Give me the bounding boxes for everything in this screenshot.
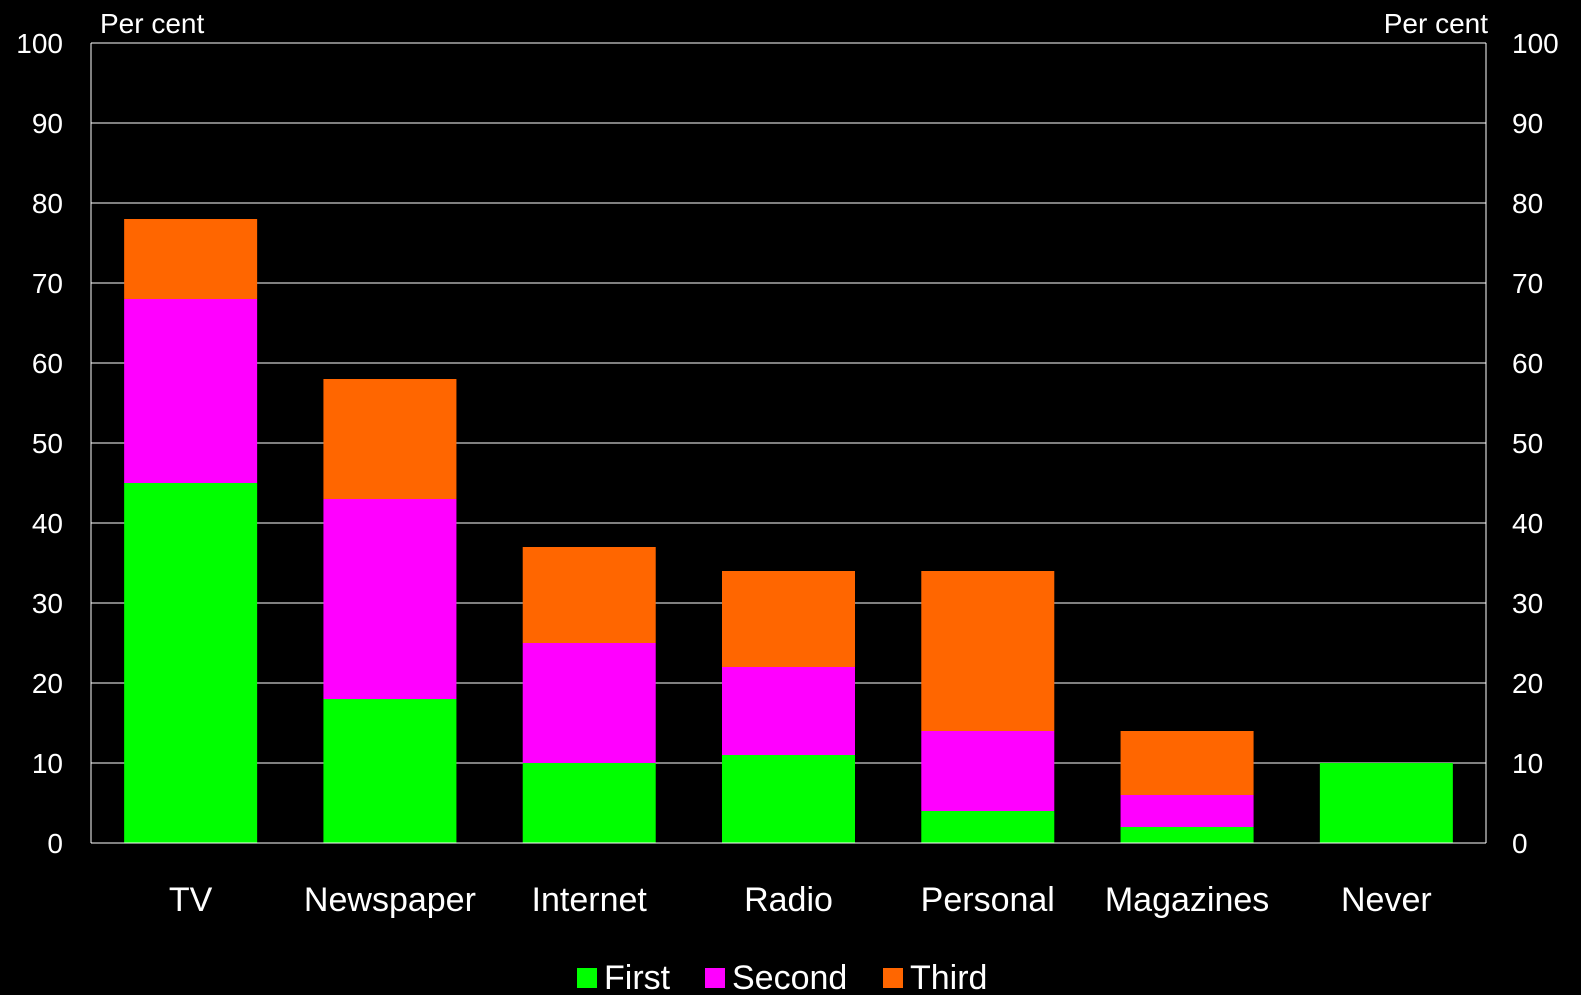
- legend-swatch-second: [705, 968, 725, 988]
- bar-tv-first: [124, 483, 258, 843]
- legend-label-third: Third: [910, 959, 987, 995]
- y-tick-right-100: 100: [1512, 28, 1559, 59]
- bar-tv-third: [124, 219, 258, 299]
- bar-newspaper-first: [323, 699, 457, 843]
- y-tick-left-70: 70: [32, 268, 63, 299]
- y-tick-left-20: 20: [32, 668, 63, 699]
- bar-never-first: [1319, 763, 1453, 843]
- bar-radio-third: [722, 571, 855, 667]
- y-tick-right-60: 60: [1512, 348, 1543, 379]
- y-tick-right-0: 0: [1512, 828, 1528, 859]
- legend: First Second Third: [577, 959, 987, 995]
- y-tick-right-20: 20: [1512, 668, 1543, 699]
- x-tick-radio: Radio: [744, 881, 833, 919]
- bar-internet-third: [522, 547, 656, 643]
- left-y-tick-labels: 0 10 20 30 40 50 60 70 80 90 100: [16, 28, 63, 859]
- legend-label-first: First: [604, 959, 671, 995]
- legend-swatch-third: [883, 968, 903, 988]
- bar-personal-first: [921, 811, 1055, 843]
- y-tick-left-10: 10: [32, 748, 63, 779]
- y-tick-right-90: 90: [1512, 108, 1543, 139]
- y-tick-left-40: 40: [32, 508, 63, 539]
- y-tick-right-50: 50: [1512, 428, 1543, 459]
- left-axis-label: Per cent: [100, 8, 204, 39]
- bars: [124, 219, 1453, 843]
- x-tick-newspaper: Newspaper: [304, 881, 476, 919]
- y-tick-right-40: 40: [1512, 508, 1543, 539]
- y-tick-left-90: 90: [32, 108, 63, 139]
- right-y-tick-labels: 0 10 20 30 40 50 60 70 80 90 100: [1512, 28, 1559, 859]
- bar-radio-second: [722, 667, 855, 755]
- x-tick-magazines: Magazines: [1105, 881, 1269, 919]
- right-axis-label: Per cent: [1384, 8, 1488, 39]
- y-tick-left-80: 80: [32, 188, 63, 219]
- y-tick-right-80: 80: [1512, 188, 1543, 219]
- x-tick-internet: Internet: [532, 881, 648, 919]
- y-tick-left-100: 100: [16, 28, 63, 59]
- y-tick-left-0: 0: [47, 828, 63, 859]
- bar-radio-first: [722, 755, 855, 843]
- bar-internet-first: [522, 763, 656, 843]
- y-tick-right-10: 10: [1512, 748, 1543, 779]
- bar-magazines-first: [1120, 827, 1254, 843]
- bar-personal-second: [921, 731, 1055, 811]
- legend-label-second: Second: [732, 959, 847, 995]
- x-tick-labels: TV Newspaper Internet Radio Personal Magazine…: [169, 881, 1432, 919]
- x-tick-tv: TV: [169, 881, 213, 919]
- y-tick-right-70: 70: [1512, 268, 1543, 299]
- y-tick-right-30: 30: [1512, 588, 1543, 619]
- bar-magazines-second: [1120, 795, 1254, 827]
- bar-newspaper-third: [323, 379, 457, 499]
- bar-personal-third: [921, 571, 1055, 731]
- y-tick-left-30: 30: [32, 588, 63, 619]
- x-tick-personal: Personal: [921, 881, 1055, 919]
- y-tick-left-50: 50: [32, 428, 63, 459]
- bar-magazines-third: [1120, 731, 1254, 795]
- bar-newspaper-second: [323, 499, 457, 699]
- axes: [90, 42, 1487, 844]
- legend-swatch-first: [577, 968, 597, 988]
- y-tick-left-60: 60: [32, 348, 63, 379]
- bar-tv-second: [124, 299, 258, 483]
- x-tick-never: Never: [1341, 881, 1432, 919]
- bar-internet-second: [522, 643, 656, 763]
